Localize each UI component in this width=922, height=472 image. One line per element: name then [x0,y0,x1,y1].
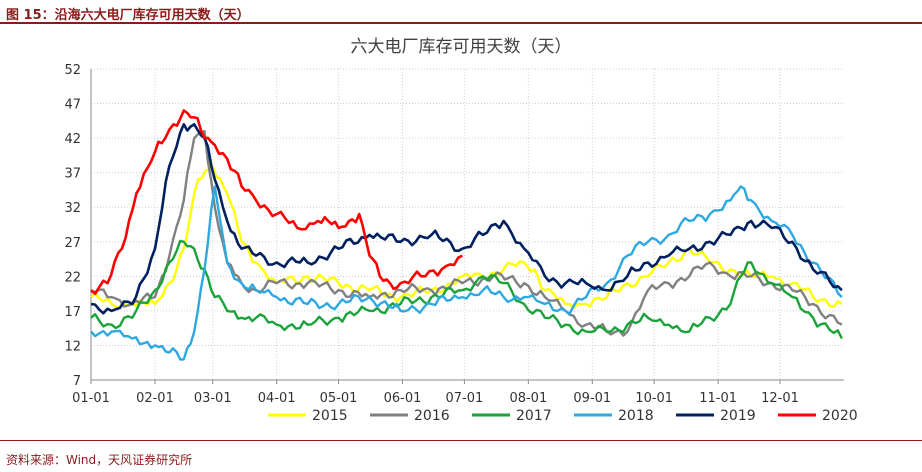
legend-label-2018: 2018 [618,408,654,424]
legend: 2015 2016 2017 2018 2019 2020 [268,408,858,424]
y-tick-label: 52 [64,63,81,78]
footer-rule [0,440,922,441]
x-tick-label: 09-01 [573,391,611,406]
series-line-2018 [90,185,843,361]
x-tick-label: 07-01 [446,391,484,406]
y-tick-label: 42 [64,132,81,147]
x-tick-label: 03-01 [194,391,232,406]
y-tick-label: 47 [64,98,81,113]
chart-title: 六大电厂库存可用天数（天） [351,37,572,57]
plot-area [91,69,844,380]
series-layer [90,109,843,361]
x-tick-label: 08-01 [509,391,547,406]
series-line-2020 [90,109,463,296]
header-rule [0,22,922,24]
x-tick-label: 01-01 [72,391,110,406]
series-line-2017 [90,239,843,340]
x-tick-label: 02-01 [136,391,174,406]
y-tick-label: 22 [64,270,81,285]
series-line-2016 [90,130,843,337]
legend-label-2015: 2015 [312,408,348,424]
y-tick-label: 37 [64,167,81,182]
x-tick-label: 04-01 [258,391,296,406]
x-tick-label: 12-01 [761,391,799,406]
series-line-2019 [90,123,843,315]
y-tick-label: 17 [64,305,81,320]
chart-container: 六大电厂库存可用天数（天） 7 12 17 22 27 32 37 42 47 52 01-01 02… [6,26,916,436]
legend-label-2016: 2016 [414,408,450,424]
legend-label-2019: 2019 [720,408,756,424]
x-tick-label: 11-01 [699,391,737,406]
y-tick-label: 12 [64,339,81,354]
y-tick-label: 27 [64,236,81,251]
line-chart: 六大电厂库存可用天数（天） 7 12 17 22 27 32 37 42 47 52 01-01 02… [64,37,858,424]
x-tick-label: 10-01 [635,391,673,406]
x-tick-label: 05-01 [320,391,358,406]
gridlines [90,68,844,381]
y-tick-label: 32 [64,201,81,216]
legend-label-2017: 2017 [516,408,552,424]
figure-label: 图 15：沿海六大电厂库存可用天数（天） [6,8,250,23]
source-note: 资料来源：Wind，天风证券研究所 [6,453,193,467]
axes: 7 12 17 22 27 32 37 42 47 52 01-01 02-01 03-01 04-01 0… [64,63,844,406]
legend-label-2020: 2020 [822,408,858,424]
x-tick-label: 06-01 [384,391,422,406]
y-tick-label: 7 [73,374,81,389]
